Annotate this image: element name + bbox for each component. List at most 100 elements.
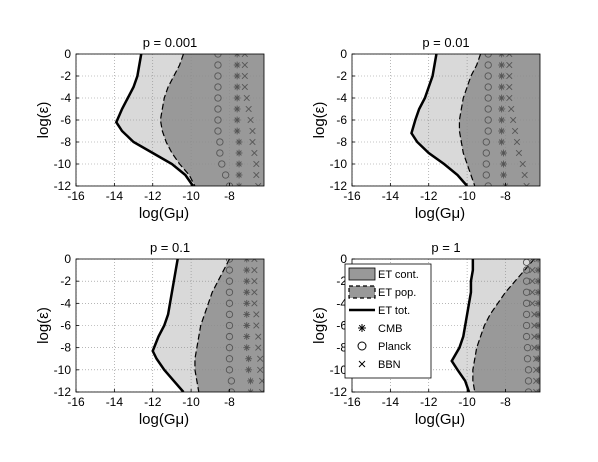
marker-bbn xyxy=(506,72,513,80)
marker-cmb xyxy=(498,105,506,113)
marker-bbn xyxy=(506,61,513,69)
y-tick-label: -2 xyxy=(60,274,71,288)
marker-cmb xyxy=(243,266,251,274)
marker-cmb xyxy=(534,322,540,329)
marker-planck xyxy=(522,288,531,296)
marker-cmb xyxy=(243,277,251,285)
curve-et-pop xyxy=(194,259,231,392)
x-tick-label: -8 xyxy=(224,395,235,409)
x-tick-label: -12 xyxy=(144,189,162,203)
marker-planck xyxy=(524,377,533,385)
marker-bbn xyxy=(529,300,536,307)
marker-planck xyxy=(225,310,234,319)
marker-bbn xyxy=(241,83,248,91)
plot-content xyxy=(76,259,264,392)
marker-planck xyxy=(225,266,234,274)
panel-1: -16 -14 -12 -10 -8 0 -2 -4 -6 -8 -10 -12 p = 0.001 lo… xyxy=(35,35,265,222)
marker-planck xyxy=(523,344,532,352)
legend-symbol-et-pop xyxy=(348,285,376,299)
marker-bbn xyxy=(251,300,258,307)
marker-bbn xyxy=(533,355,540,362)
x-tick-label: -8 xyxy=(500,395,511,409)
marker-cmb xyxy=(498,83,506,91)
legend-label-et-tot: ET tot. xyxy=(378,305,410,317)
marker-cmb xyxy=(500,171,507,179)
marker-cmb xyxy=(233,61,241,69)
marker-cmb xyxy=(498,54,506,58)
marker-planck xyxy=(225,332,234,341)
y-tick-label: -8 xyxy=(336,341,347,355)
marker-cmb xyxy=(498,61,506,69)
marker-bbn xyxy=(255,344,262,351)
y-tick-label: -4 xyxy=(336,296,347,310)
legend-label-planck: Planck xyxy=(378,341,412,353)
marker-planck xyxy=(522,299,531,307)
marker-cmb xyxy=(247,377,254,385)
marker-planck xyxy=(218,160,226,168)
plot-content xyxy=(352,54,540,186)
curve-et-tot xyxy=(151,259,185,392)
curve-et-pop xyxy=(159,54,196,186)
marker-planck xyxy=(225,299,234,307)
marker-cmb xyxy=(498,127,506,135)
y-axis-label: log(ε) xyxy=(35,102,52,139)
marker-bbn xyxy=(510,116,517,124)
y-tick-label: -8 xyxy=(60,341,71,355)
x-tick-label: -10 xyxy=(182,395,200,409)
marker-planck xyxy=(214,83,222,91)
marker-bbn xyxy=(533,377,540,385)
legend-symbol-et-cont xyxy=(348,267,376,281)
plot-content xyxy=(76,54,264,186)
marker-planck xyxy=(522,277,531,285)
x-tick-label: -12 xyxy=(144,395,162,409)
marker-bbn xyxy=(533,366,540,373)
marker-cmb xyxy=(243,288,251,296)
marker-bbn xyxy=(241,54,248,58)
marker-cmb xyxy=(243,299,251,307)
legend-label-et-pop: ET pop. xyxy=(378,287,416,299)
curve-et-tot xyxy=(114,54,195,186)
marker-planck xyxy=(482,171,490,179)
marker-cmb xyxy=(243,333,251,340)
x-tick-label: -12 xyxy=(420,189,438,203)
y-tick-label: -12 xyxy=(330,179,348,193)
y-tick-label: -10 xyxy=(330,363,348,377)
x-tick-label: -14 xyxy=(382,395,400,409)
marker-planck xyxy=(524,366,533,374)
y-tick-label: -12 xyxy=(330,385,348,399)
marker-planck xyxy=(214,116,222,124)
marker-planck xyxy=(482,160,490,168)
marker-cmb xyxy=(235,171,243,179)
x-axis-label: log(Gμ) xyxy=(139,205,189,222)
x-tick-label: -16 xyxy=(67,189,85,203)
y-tick-label: -2 xyxy=(60,69,71,83)
marker-cmb xyxy=(498,72,506,80)
y-tick-label: -10 xyxy=(330,157,348,171)
marker-bbn xyxy=(249,138,256,146)
legend-box xyxy=(344,263,432,379)
marker-cmb xyxy=(243,311,251,318)
marker-bbn xyxy=(533,388,540,392)
marker-bbn xyxy=(253,322,260,329)
y-tick-label: 0 xyxy=(340,252,347,266)
marker-planck xyxy=(522,310,531,319)
marker-bbn xyxy=(529,259,536,263)
marker-bbn xyxy=(251,259,258,263)
marker-planck xyxy=(522,332,531,341)
marker-cmb xyxy=(235,138,243,146)
marker-planck xyxy=(484,94,492,102)
marker-bbn xyxy=(243,94,250,102)
x-tick-label: -10 xyxy=(458,189,476,203)
marker-cmb xyxy=(245,366,253,374)
x-tick-label: -14 xyxy=(106,395,124,409)
marker-cmb xyxy=(233,105,241,113)
y-axis-label: log(ε) xyxy=(311,307,328,344)
plot-content xyxy=(352,259,540,392)
x-tick-label: -8 xyxy=(224,189,235,203)
x-tick-label: -10 xyxy=(182,189,200,203)
marker-planck xyxy=(225,344,234,352)
marker-planck xyxy=(523,355,532,363)
legend: ET cont. ET pop. ET tot. CMB Planck BBN xyxy=(344,263,432,379)
y-tick-label: -12 xyxy=(54,385,72,399)
